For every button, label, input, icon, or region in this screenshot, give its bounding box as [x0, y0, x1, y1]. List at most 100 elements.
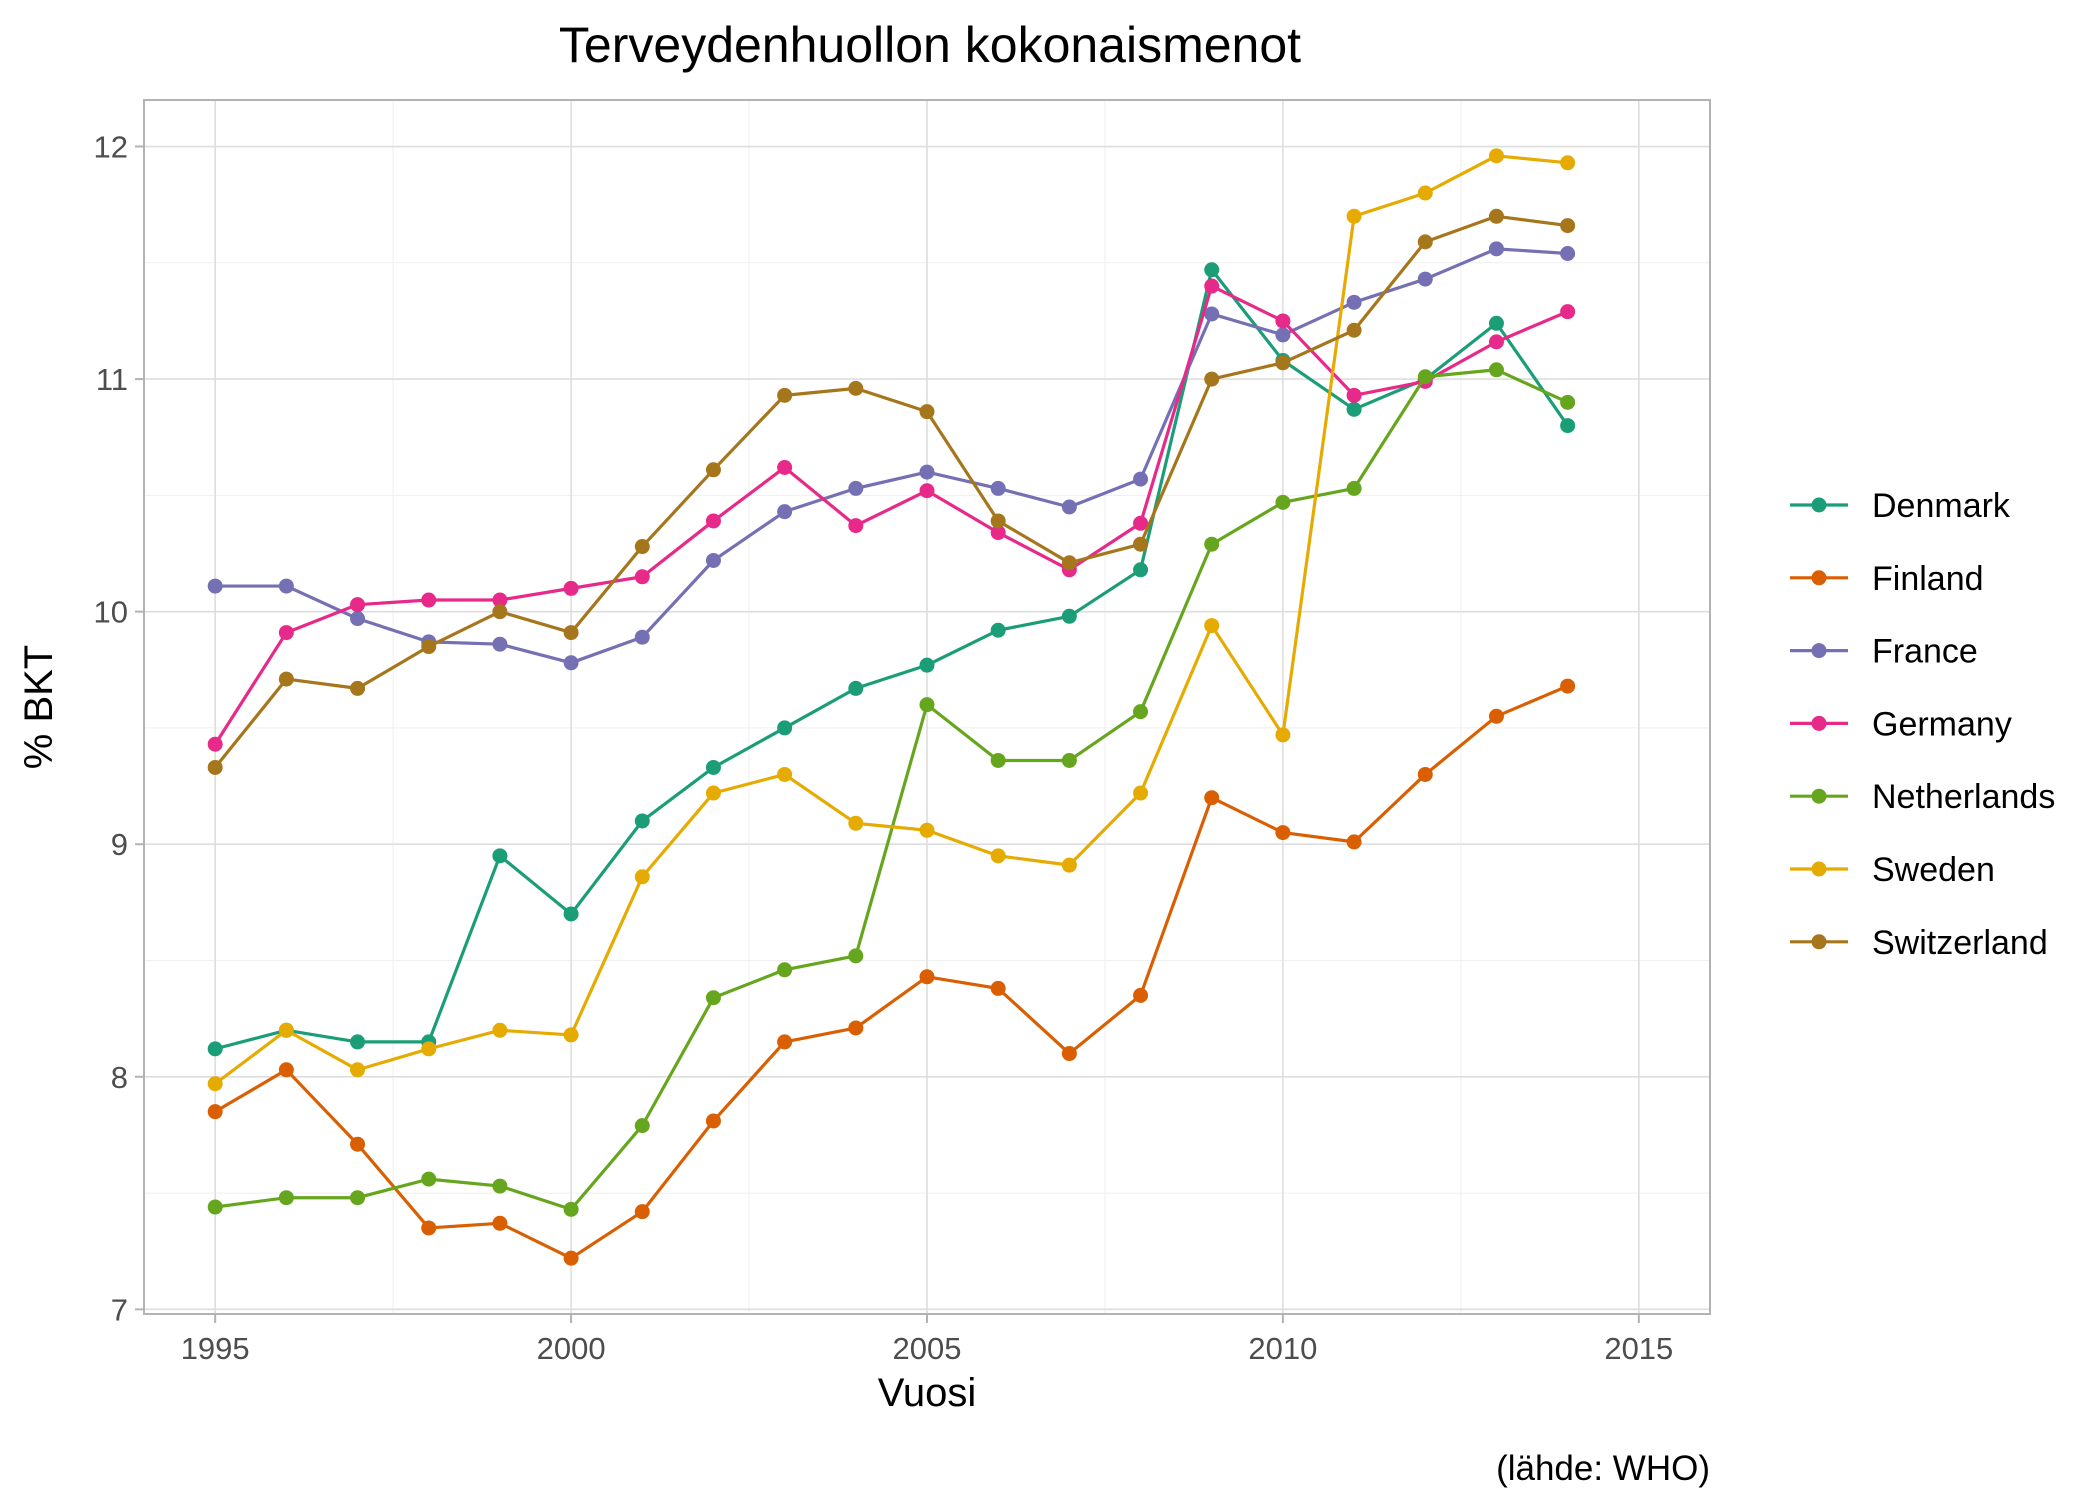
series-france	[207, 241, 1576, 671]
data-point	[350, 1062, 366, 1078]
data-point	[705, 552, 721, 568]
series-line	[214, 268, 1569, 1051]
data-point	[1417, 185, 1433, 201]
data-point	[563, 1027, 579, 1043]
data-point	[777, 962, 793, 978]
data-point	[1204, 371, 1220, 387]
y-axis-title: % BKT	[17, 645, 61, 769]
y-tick-label: 8	[111, 1060, 128, 1095]
data-point	[1204, 306, 1220, 322]
data-point	[207, 759, 223, 775]
data-point	[777, 459, 793, 475]
legend-item: Sweden	[1790, 851, 1995, 889]
data-point	[421, 1171, 437, 1187]
series-germany	[207, 278, 1576, 752]
data-point	[919, 483, 935, 499]
data-point	[492, 1215, 508, 1231]
series-denmark	[207, 262, 1576, 1057]
data-point	[777, 720, 793, 736]
data-point	[919, 464, 935, 480]
data-point	[350, 611, 366, 627]
data-point	[1488, 362, 1504, 378]
series-line	[214, 154, 1568, 1086]
legend-item: Germany	[1790, 705, 2012, 743]
x-tick-label: 2005	[893, 1331, 962, 1366]
data-point	[492, 1178, 508, 1194]
legend-label: Finland	[1872, 560, 1984, 598]
chart-caption: (lähde: WHO)	[1496, 1449, 1710, 1488]
data-point	[990, 622, 1006, 638]
legend-key-point	[1811, 643, 1827, 659]
data-point	[1488, 334, 1504, 350]
data-point	[563, 655, 579, 671]
data-point	[1560, 245, 1576, 261]
data-point	[634, 813, 650, 829]
data-point	[1061, 608, 1077, 624]
series-sweden	[207, 148, 1576, 1092]
legend-key-point	[1811, 570, 1827, 586]
y-tick-label: 11	[96, 362, 128, 397]
data-point	[563, 1201, 579, 1217]
y-tick-label: 9	[111, 827, 128, 862]
data-point	[1061, 1046, 1077, 1062]
data-point	[777, 766, 793, 782]
chart-title: Terveydenhuollon kokonaismenot	[559, 17, 1301, 73]
data-point	[278, 1190, 294, 1206]
data-point	[1560, 418, 1576, 434]
data-point	[563, 625, 579, 641]
data-point	[634, 629, 650, 645]
legend-key-point	[1811, 715, 1827, 731]
data-point	[350, 1190, 366, 1206]
data-point	[1204, 536, 1220, 552]
x-tick-label: 2000	[537, 1331, 606, 1366]
data-point	[919, 969, 935, 985]
data-point	[1133, 471, 1149, 487]
legend-label: Netherlands	[1872, 778, 2055, 816]
data-point	[1488, 315, 1504, 331]
data-point	[1417, 766, 1433, 782]
series-line	[214, 368, 1569, 1211]
data-point	[919, 657, 935, 673]
data-point	[848, 948, 864, 964]
data-point	[777, 504, 793, 520]
legend-label: Switzerland	[1872, 924, 2048, 962]
data-point	[492, 592, 508, 608]
data-point	[1133, 785, 1149, 801]
data-point	[1133, 704, 1149, 720]
data-point	[350, 597, 366, 613]
data-point	[421, 1220, 437, 1236]
legend-item: Denmark	[1790, 487, 2011, 525]
data-point	[634, 539, 650, 555]
data-point	[1275, 313, 1291, 329]
data-point	[919, 822, 935, 838]
data-point	[1488, 241, 1504, 257]
data-point	[1346, 387, 1362, 403]
legend-key-point	[1811, 861, 1827, 877]
data-point	[207, 578, 223, 594]
data-point	[492, 636, 508, 652]
data-point	[1275, 494, 1291, 510]
data-point	[919, 697, 935, 713]
data-point	[1488, 208, 1504, 224]
data-point	[990, 513, 1006, 529]
data-point	[848, 518, 864, 534]
data-point	[1275, 727, 1291, 743]
data-point	[1560, 218, 1576, 234]
data-point	[634, 1204, 650, 1220]
data-point	[1346, 834, 1362, 850]
legend-label: Sweden	[1872, 851, 1995, 889]
legend-item: France	[1790, 633, 1978, 671]
legend-item: Netherlands	[1790, 778, 2055, 816]
legend-label: France	[1872, 633, 1978, 671]
series-netherlands	[207, 362, 1576, 1217]
data-point	[278, 671, 294, 687]
legend-item: Switzerland	[1790, 924, 2048, 962]
data-point	[207, 1076, 223, 1092]
data-point	[848, 815, 864, 831]
data-point	[207, 1199, 223, 1215]
legend-key-point	[1811, 934, 1827, 950]
data-point	[278, 1022, 294, 1038]
x-tick-label: 2015	[1604, 1331, 1673, 1366]
data-point	[634, 1118, 650, 1134]
data-point	[705, 513, 721, 529]
